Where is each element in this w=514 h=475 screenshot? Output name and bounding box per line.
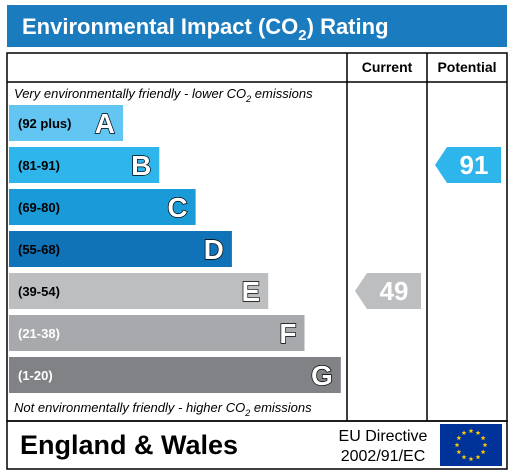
band-e-range: (39-54) — [18, 284, 60, 299]
potential-rating-arrow: 91 — [435, 147, 501, 183]
directive-line-1: EU Directive — [339, 428, 428, 445]
eu-star-icon — [461, 430, 467, 435]
band-b-letter: B — [131, 150, 151, 181]
eu-star-icon — [475, 430, 481, 435]
band-a-range: (92 plus) — [18, 116, 71, 131]
eu-star-icon — [454, 442, 460, 448]
eu-star-icon — [482, 442, 488, 448]
eu-star-icon — [468, 428, 474, 434]
eu-flag-icon — [440, 424, 502, 466]
band-g-letter: G — [311, 360, 333, 391]
current-arrow-shape — [355, 273, 421, 309]
directive-line-2: 2002/91/EC — [341, 448, 426, 465]
band-f-letter: F — [279, 318, 296, 349]
potential-column-header: Potential — [437, 59, 496, 75]
title-end: ) Rating — [307, 14, 389, 39]
potential-arrow-shape — [435, 147, 501, 183]
bottom-note: Not environmentally friendly - higher CO… — [14, 400, 312, 418]
eu-star-icon — [480, 449, 486, 455]
title-subscript: 2 — [298, 27, 306, 44]
band-e-letter: E — [242, 276, 261, 307]
rating-bands: (92 plus) A (81-91) B (69-80) C (55-68) D (39-54… — [9, 105, 341, 393]
band-d-letter: D — [204, 234, 224, 265]
band-e-bar — [9, 273, 269, 309]
eu-star-icon — [480, 435, 486, 441]
band-g-range: (1-20) — [18, 368, 53, 383]
band-b-bar — [9, 147, 160, 183]
potential-rating-value: 91 — [460, 150, 489, 180]
eu-star-icon — [475, 454, 481, 460]
band-c-bar — [9, 189, 196, 225]
band-a-letter: A — [95, 108, 115, 139]
current-column-header: Current — [362, 59, 413, 75]
band-d-bar — [9, 231, 232, 267]
eu-star-icon — [468, 456, 474, 462]
band-b-range: (81-91) — [18, 158, 60, 173]
header-bar — [7, 5, 507, 47]
eu-star-icon — [461, 454, 467, 460]
eu-star-icon — [456, 435, 462, 441]
current-rating-arrow: 49 — [355, 273, 421, 309]
eu-star-icon — [456, 449, 462, 455]
top-note: Very environmentally friendly - lower CO… — [14, 86, 313, 104]
band-c-range: (69-80) — [18, 200, 60, 215]
band-g-bar — [9, 357, 341, 393]
footer-region: England & Wales — [20, 430, 238, 460]
footer-frame — [6, 420, 508, 470]
current-rating-value: 49 — [380, 276, 409, 306]
band-c-letter: C — [167, 192, 187, 223]
band-d-range: (55-68) — [18, 242, 60, 257]
chart-title: Environmental Impact (CO2) Rating — [22, 14, 389, 44]
band-f-range: (21-38) — [18, 326, 60, 341]
band-a-bar — [9, 105, 123, 141]
band-f-bar — [9, 315, 305, 351]
